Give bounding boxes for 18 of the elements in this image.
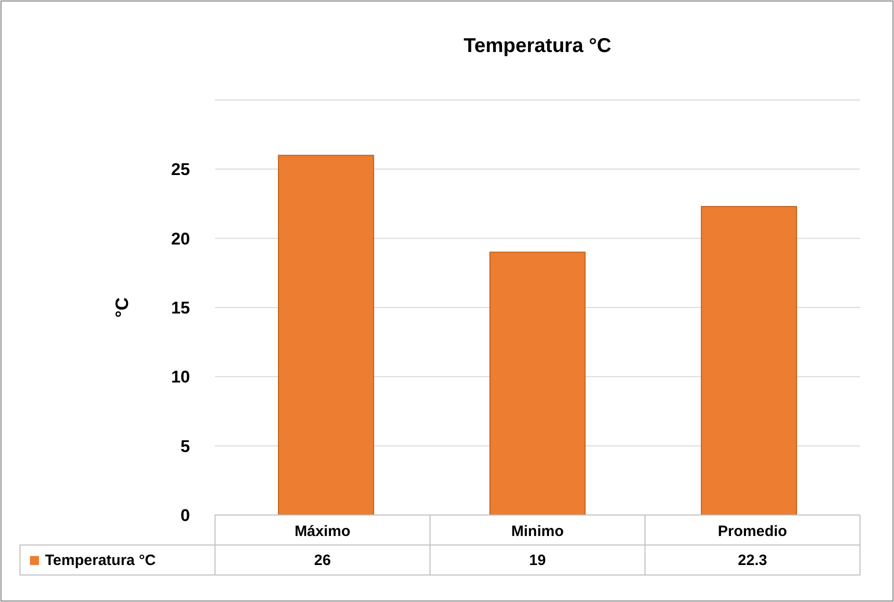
y-tick-label: 15 [171,298,190,318]
x-tick-label: Minimo [511,523,564,540]
chart-title: Temperatura °C [464,35,612,57]
y-tick-label: 10 [171,368,190,387]
bar [278,154,374,516]
y-axis-title: °C [112,297,132,318]
data-label: 26 [314,552,331,569]
data-label: 19 [529,552,546,569]
y-tick-label: 25 [171,160,190,180]
legend-label: Temperatura °C [45,552,156,569]
bar [489,252,586,516]
y-tick-label: 0 [180,506,190,525]
bar [700,206,798,516]
x-tick-label: Promedio [718,523,788,540]
y-tick-label: 5 [180,436,190,456]
y-tick-label: 20 [171,229,190,248]
x-tick-label: Máximo [294,523,350,540]
data-label: 22.3 [738,552,768,569]
